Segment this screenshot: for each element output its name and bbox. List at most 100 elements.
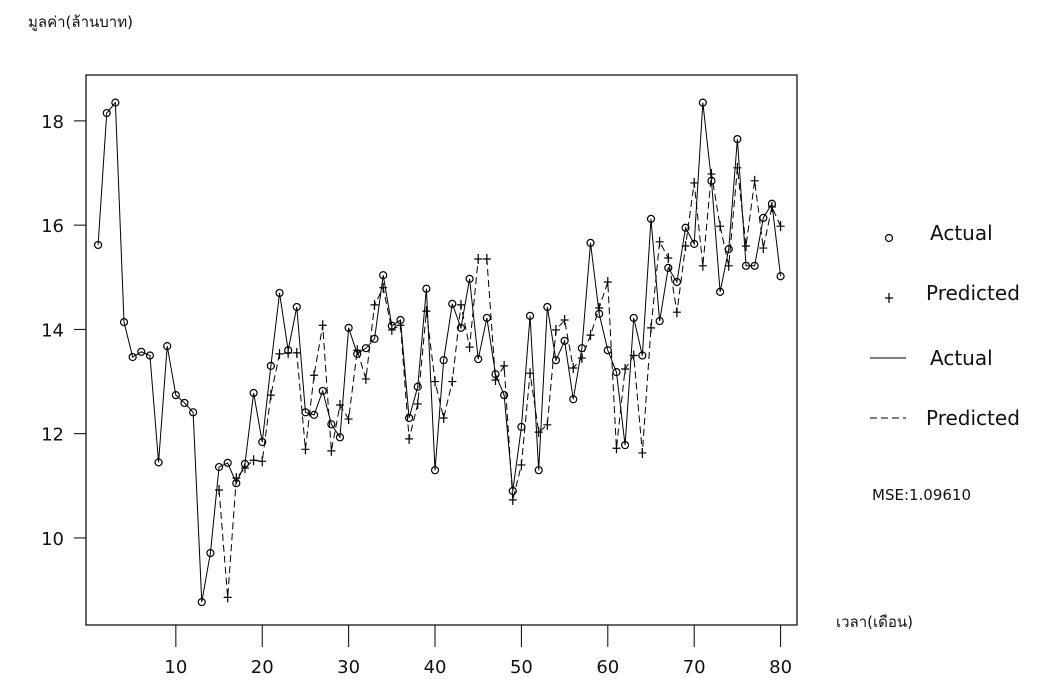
marker [612, 443, 621, 454]
marker [681, 240, 690, 251]
marker [258, 456, 267, 467]
legend-label: Predicted [926, 406, 1020, 430]
marker [448, 376, 457, 387]
marker [508, 494, 517, 505]
x-tick-label: 10 [164, 657, 187, 678]
marker [145, 351, 155, 360]
marker [258, 437, 267, 447]
marker [534, 466, 543, 475]
marker [413, 398, 422, 409]
marker [379, 271, 388, 280]
marker [638, 447, 647, 458]
marker [292, 302, 301, 312]
marker [361, 373, 370, 384]
marker [750, 175, 759, 186]
x-tick-label: 70 [683, 657, 706, 678]
marker [526, 368, 535, 379]
marker [405, 413, 414, 423]
marker [266, 361, 275, 371]
legend-label: Predicted [926, 281, 1020, 305]
marker [327, 420, 336, 429]
marker [500, 360, 509, 371]
marker [309, 410, 319, 420]
marker [698, 98, 707, 107]
marker [249, 388, 258, 398]
y-tick-label: 12 [41, 425, 64, 446]
marker [318, 386, 327, 396]
marker [413, 382, 422, 391]
series-line [97, 101, 782, 603]
x-tick-label: 30 [337, 657, 360, 678]
marker [741, 261, 751, 270]
marker [776, 221, 785, 232]
marker [474, 355, 483, 364]
annotation: MSE:1.09610 [872, 486, 971, 504]
marker [344, 323, 353, 332]
marker [249, 455, 258, 466]
marker [482, 313, 491, 323]
marker [422, 306, 431, 317]
marker [197, 597, 206, 607]
marker [431, 376, 440, 387]
marker [310, 370, 319, 381]
marker [672, 307, 681, 318]
marker [733, 162, 742, 173]
x-axis-label: เวลา(เดือน) [836, 613, 913, 631]
x-tick-label: 60 [596, 657, 619, 678]
marker [690, 239, 699, 249]
marker [275, 288, 284, 298]
marker [266, 390, 275, 401]
marker [387, 324, 396, 335]
y-tick-label: 16 [41, 216, 64, 237]
marker [482, 254, 491, 265]
marker [629, 350, 638, 361]
marker [474, 254, 483, 265]
legend-marker [885, 293, 893, 303]
x-tick-label: 80 [769, 657, 792, 678]
marker [612, 368, 621, 377]
marker [569, 362, 578, 373]
marker [344, 414, 353, 425]
marker [119, 318, 129, 327]
marker [560, 336, 569, 345]
marker [646, 214, 656, 223]
marker [430, 466, 440, 475]
marker [603, 346, 612, 355]
marker [465, 342, 474, 353]
marker [93, 240, 103, 250]
marker [422, 284, 431, 293]
marker [543, 419, 552, 430]
plot-frame [85, 74, 798, 626]
marker [154, 458, 163, 467]
marker [759, 243, 768, 254]
x-tick-label: 40 [424, 657, 447, 678]
marker [698, 260, 707, 271]
marker [189, 408, 198, 417]
marker [534, 427, 543, 438]
marker [500, 390, 509, 400]
marker [543, 302, 552, 312]
marker [569, 395, 578, 404]
marker [353, 345, 362, 356]
marker [456, 299, 465, 310]
marker [595, 303, 604, 314]
marker [603, 276, 612, 287]
marker [292, 347, 301, 358]
marker [646, 322, 655, 333]
marker [577, 353, 586, 364]
marker [370, 299, 379, 310]
marker [180, 398, 189, 408]
marker [232, 472, 241, 483]
x-tick-label: 20 [251, 657, 274, 678]
marker [664, 263, 673, 272]
y-tick-label: 18 [41, 112, 64, 133]
marker [742, 240, 751, 251]
marker [284, 347, 293, 358]
marker [215, 484, 224, 495]
marker [525, 311, 535, 320]
marker [163, 341, 172, 351]
marker [716, 221, 725, 232]
marker [214, 462, 224, 472]
marker [750, 261, 759, 270]
